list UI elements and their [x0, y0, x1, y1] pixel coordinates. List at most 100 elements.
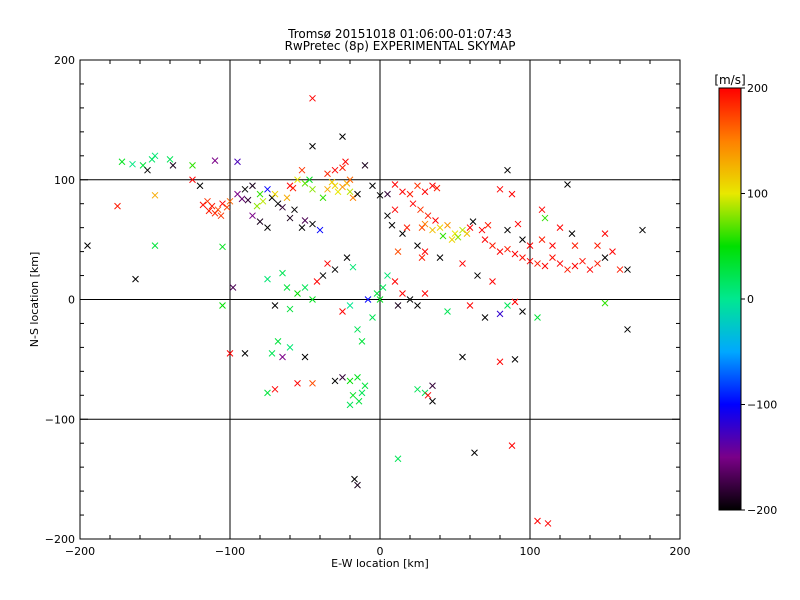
velocity-cross-marker	[541, 262, 549, 270]
velocity-cross-marker	[151, 191, 159, 199]
velocity-cross-marker	[331, 377, 339, 385]
velocity-cross-marker	[624, 326, 631, 333]
velocity-cross-marker	[571, 242, 579, 249]
velocity-cross-marker	[226, 350, 234, 357]
velocity-cross-marker	[601, 299, 609, 307]
velocity-cross-marker	[538, 206, 546, 214]
velocity-cross-marker	[349, 263, 357, 271]
velocity-cross-marker	[84, 242, 91, 249]
velocity-cross-marker	[609, 248, 616, 255]
velocity-cross-marker	[274, 200, 282, 208]
velocity-cross-marker	[354, 190, 361, 198]
velocity-cross-marker	[354, 326, 361, 333]
velocity-cross-marker	[369, 314, 376, 321]
velocity-cross-marker	[504, 302, 511, 309]
velocity-cross-marker	[313, 278, 321, 285]
velocity-cross-marker	[208, 202, 216, 210]
velocity-cross-marker	[568, 230, 576, 237]
velocity-cross-marker	[432, 217, 439, 224]
velocity-cross-marker	[319, 194, 327, 202]
velocity-cross-marker	[309, 142, 316, 150]
velocity-cross-marker	[223, 203, 231, 211]
velocity-cross-marker	[298, 224, 306, 232]
velocity-cross-marker	[571, 262, 579, 270]
velocity-cross-marker	[394, 302, 402, 309]
velocity-cross-marker	[406, 190, 414, 198]
velocity-cross-marker	[508, 190, 516, 198]
velocity-cross-marker	[429, 382, 436, 390]
velocity-cross-marker	[474, 272, 481, 279]
velocity-cross-marker	[514, 220, 522, 228]
velocity-cross-marker	[274, 338, 282, 345]
y-tick-label: 100	[54, 174, 75, 187]
velocity-cross-marker	[538, 236, 546, 243]
velocity-cross-marker	[339, 373, 346, 381]
velocity-cross-marker	[478, 226, 486, 234]
velocity-cross-marker	[286, 305, 294, 313]
velocity-cross-marker	[319, 272, 327, 279]
velocity-cross-marker	[294, 176, 301, 184]
velocity-cross-marker	[421, 248, 429, 255]
velocity-cross-marker	[129, 160, 136, 168]
y-axis-label: N-S location [km]	[28, 252, 41, 348]
velocity-cross-marker	[301, 179, 309, 187]
velocity-cross-marker	[219, 302, 226, 309]
velocity-cross-marker	[346, 188, 354, 196]
velocity-cross-marker	[639, 226, 646, 234]
velocity-cross-marker	[298, 166, 306, 174]
velocity-cross-marker	[364, 296, 372, 303]
velocity-cross-marker	[406, 296, 414, 303]
velocity-cross-marker	[331, 166, 339, 174]
velocity-cross-marker	[219, 243, 226, 251]
velocity-cross-marker	[328, 178, 336, 186]
velocity-cross-marker	[414, 385, 421, 393]
velocity-cross-marker	[459, 260, 466, 267]
velocity-cross-marker	[271, 302, 279, 309]
velocity-cross-marker	[379, 284, 387, 291]
velocity-cross-marker	[294, 290, 301, 297]
velocity-cross-marker	[376, 191, 384, 199]
velocity-cross-marker	[271, 190, 279, 198]
velocity-cross-marker	[234, 158, 241, 166]
velocity-cross-marker	[454, 233, 462, 241]
velocity-cross-marker	[564, 181, 571, 188]
velocity-cross-marker	[421, 188, 429, 196]
velocity-cross-marker	[459, 353, 466, 361]
velocity-cross-marker	[309, 185, 316, 193]
velocity-cross-marker	[241, 350, 249, 357]
velocity-cross-marker	[418, 254, 426, 261]
velocity-cross-marker	[271, 385, 279, 393]
velocity-cross-marker	[324, 185, 331, 193]
velocity-cross-marker	[444, 308, 451, 315]
velocity-cross-marker	[264, 224, 271, 232]
velocity-cross-marker	[264, 275, 271, 283]
velocity-cross-marker	[132, 275, 139, 283]
velocity-cross-marker	[391, 206, 399, 214]
velocity-cross-marker	[414, 242, 421, 249]
velocity-cross-marker	[511, 356, 519, 363]
velocity-cross-marker	[534, 517, 541, 525]
velocity-cross-marker	[496, 358, 504, 366]
velocity-cross-marker	[354, 481, 361, 489]
velocity-cross-marker	[549, 242, 556, 249]
colorbar-tick-label: −200	[747, 504, 777, 517]
velocity-cross-marker	[444, 221, 451, 229]
velocity-cross-marker	[241, 185, 249, 193]
velocity-cross-marker	[346, 302, 354, 309]
colorbar-tick-label: 0	[747, 293, 754, 306]
velocity-cross-marker	[544, 520, 552, 527]
velocity-cross-marker	[466, 224, 474, 232]
velocity-cross-marker	[166, 156, 174, 163]
velocity-cross-marker	[361, 382, 369, 390]
velocity-cross-marker	[508, 442, 516, 449]
velocity-cross-marker	[448, 236, 456, 243]
velocity-cross-marker	[189, 162, 196, 169]
velocity-cross-marker	[259, 197, 267, 205]
velocity-cross-marker	[384, 190, 391, 198]
velocity-cross-marker	[421, 290, 429, 297]
velocity-cross-marker	[306, 176, 313, 184]
velocity-cross-marker	[399, 290, 406, 297]
velocity-cross-marker	[324, 260, 331, 267]
velocity-cross-marker	[519, 308, 526, 315]
